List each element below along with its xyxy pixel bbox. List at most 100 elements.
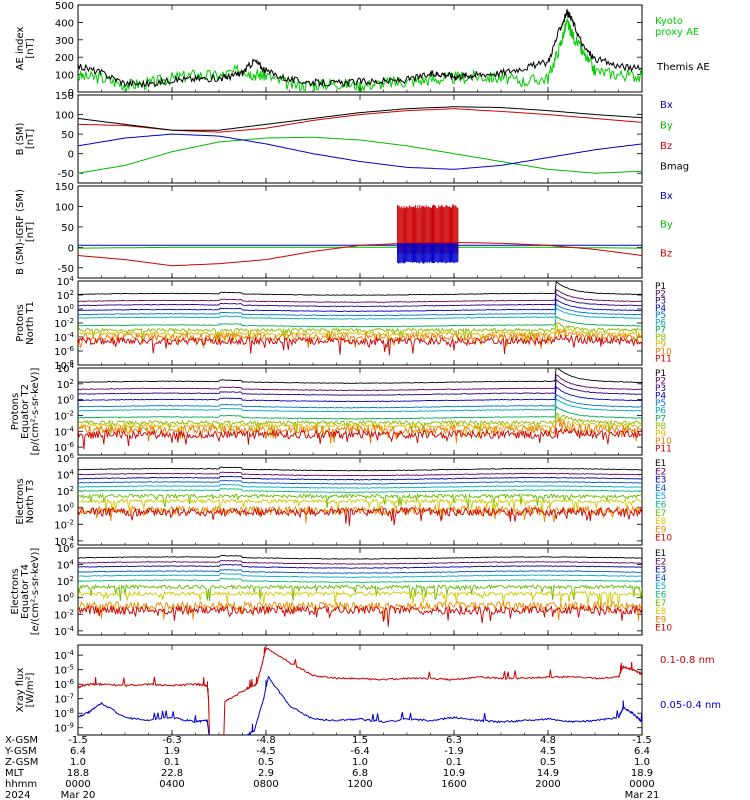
legend-label: P10 [655, 347, 672, 357]
ytick-label: 500 [55, 1, 74, 12]
series-line [78, 368, 642, 384]
orbit-value: 1.5 [352, 735, 368, 746]
series-line [78, 106, 642, 131]
y-axis-label: ProtonsEquator T2[p/(cm²-s-sr-keV)] [10, 368, 41, 456]
legend-label: P1 [655, 369, 666, 379]
ytick-label: 400 [55, 18, 74, 29]
orbit-value: Mar 21 [625, 790, 660, 800]
orbit-value: 6.4 [70, 746, 86, 757]
ytick-label: 10-5 [54, 664, 74, 677]
ytick-label: 100 [57, 394, 74, 407]
legend-label: E8 [655, 607, 667, 617]
series-line [78, 325, 642, 345]
y-axis-label-line: Electrons [15, 478, 26, 524]
series-line [78, 506, 642, 526]
orbit-value: -1.9 [444, 746, 464, 757]
legend-label: E10 [655, 624, 672, 634]
series-line [78, 386, 642, 403]
legend-label: E6 [655, 591, 667, 601]
ytick-label: -50 [58, 169, 74, 180]
panel-frame [77, 644, 643, 736]
ytick-label: 100 [55, 111, 74, 122]
orbit-value: 14.9 [537, 768, 559, 779]
legend-label: E4 [655, 484, 667, 494]
ytick-label: 300 [55, 36, 74, 47]
orbit-value: 0000 [629, 779, 654, 790]
series-line [78, 569, 642, 574]
series-line [78, 647, 642, 735]
legend-label: E1 [655, 549, 666, 559]
ytick-label: 10-4 [54, 535, 74, 548]
series-line [78, 281, 642, 296]
orbit-value: 1.0 [634, 757, 650, 768]
orbit-value: 22.8 [161, 768, 183, 779]
series-line [78, 483, 642, 489]
orbit-row-label: 2024 [5, 790, 30, 800]
orbit-value: 1.0 [352, 757, 368, 768]
ytick-label: 102 [57, 378, 74, 391]
legend-label: P11 [655, 444, 672, 454]
legend-label: Bx [660, 191, 673, 202]
legend-label: E7 [655, 509, 666, 519]
y-axis-label: Xray flux[W/m²] [15, 668, 36, 713]
series-line [78, 554, 642, 560]
ytick-label: 102 [57, 289, 74, 302]
legend-label: proxy AE [655, 27, 699, 38]
legend-label: P3 [655, 384, 666, 394]
ytick-label: 100 [55, 71, 74, 82]
y-axis-label-line: Protons [15, 304, 26, 341]
legend-label: P5 [655, 311, 666, 321]
legend-label: E2 [655, 467, 666, 477]
ytick-label: 106 [57, 542, 75, 555]
y-axis-label-line: [e/(cm²-s-sr-keV)] [30, 548, 41, 636]
series-line [78, 590, 642, 608]
orbit-value: -6.3 [162, 735, 182, 746]
series-line [78, 405, 642, 420]
y-axis-label-line: [p/(cm²-s-sr-keV)] [30, 368, 41, 456]
y-axis-label-line: Equator T4 [20, 564, 31, 619]
orbit-table: X-GSMY-GSMZ-GSMMLThhmm2024-1.56.41.018.8… [4, 735, 659, 800]
orbit-value: 1.0 [70, 757, 86, 768]
orbit-value: Mar 20 [61, 790, 96, 800]
y-axis-label-line: [W/m²] [25, 672, 36, 707]
ytick-label: 100 [55, 202, 74, 213]
series-line [78, 8, 642, 89]
series-line [78, 466, 642, 472]
y-axis-label-line: Xray flux [15, 668, 26, 713]
orbit-value: 1600 [441, 779, 466, 790]
ytick-label: 10-2 [54, 518, 74, 531]
series-line [78, 412, 642, 435]
orbit-value: 1.9 [164, 746, 180, 757]
legend-label: E8 [655, 517, 667, 527]
series-line [78, 479, 642, 485]
legend-label: P7 [655, 326, 666, 336]
legend-label: E3 [655, 476, 666, 486]
panel-bigrf: 150 100 50 0 -50 B (SM)-IGRF (SM)[nT] Bx By Bz [15, 182, 673, 279]
legend-label: P5 [655, 399, 666, 409]
ytick-label: 104 [57, 559, 75, 572]
legend-label: By [660, 120, 673, 131]
y-axis-label-line: Electrons [10, 568, 21, 614]
legend-label: P10 [655, 437, 672, 447]
ytick-label: 10-9 [54, 722, 74, 735]
series-line [78, 329, 642, 349]
orbit-value: 1200 [347, 779, 372, 790]
series-line [78, 564, 642, 569]
orbit-value: 6.3 [446, 735, 462, 746]
ytick-label: 104 [57, 362, 75, 375]
legend-label: P1 [655, 282, 666, 292]
series-line [78, 416, 642, 440]
orbit-value: 4.5 [540, 746, 556, 757]
series-line [78, 573, 642, 578]
legend-label: P8 [655, 333, 666, 343]
orbit-value: -4.5 [256, 746, 276, 757]
ytick-label: 106 [57, 452, 75, 465]
legend-label: Bz [660, 141, 672, 152]
plot-area [78, 106, 642, 174]
series-line [78, 133, 642, 170]
series-line [78, 417, 642, 444]
orbit-value: 18.8 [67, 768, 89, 779]
y-axis-label-line: AE index [15, 27, 26, 71]
ytick-label: 10-2 [54, 409, 74, 422]
